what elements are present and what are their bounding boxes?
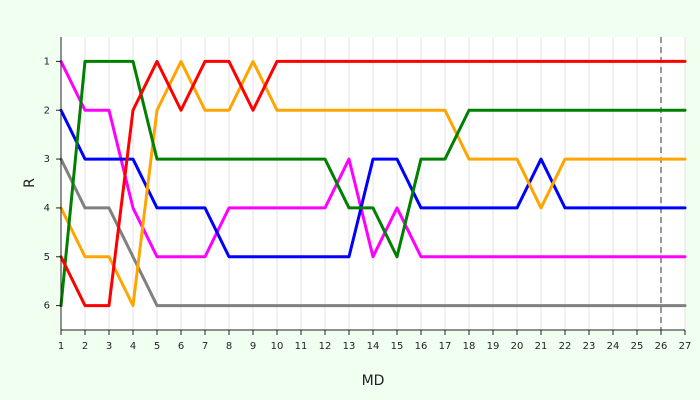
y-axis-title: R — [22, 178, 38, 188]
x-tick-label-24: 24 — [607, 341, 620, 352]
x-tick-label-27: 27 — [679, 341, 692, 352]
x-tick-label-20: 20 — [511, 341, 524, 352]
y-tick-label-2: 2 — [44, 105, 50, 116]
x-tick-label-21: 21 — [535, 341, 548, 352]
y-tick-label-1: 1 — [44, 56, 50, 67]
x-tick-label-10: 10 — [271, 341, 284, 352]
x-tick-label-22: 22 — [559, 341, 572, 352]
x-tick-label-23: 23 — [583, 341, 596, 352]
x-tick-label-11: 11 — [295, 341, 308, 352]
series-line-6 — [59, 59, 687, 308]
x-tick-label-13: 13 — [343, 341, 356, 352]
x-tick-label-25: 25 — [631, 341, 644, 352]
x-tick-label-8: 8 — [226, 341, 232, 352]
series-line-1 — [59, 157, 687, 308]
x-tick-label-5: 5 — [154, 341, 160, 352]
series-line-2 — [59, 59, 687, 259]
x-tick-label-16: 16 — [415, 341, 428, 352]
y-tick-label-6: 6 — [44, 301, 50, 312]
y-tick-label-3: 3 — [44, 154, 50, 165]
y-tick-labels: 1 2 3 4 5 6 — [44, 56, 61, 312]
x-tick-label-18: 18 — [463, 341, 476, 352]
x-tick-label-14: 14 — [367, 341, 380, 352]
x-tick-label-17: 17 — [439, 341, 452, 352]
series-line-3 — [59, 108, 687, 259]
x-tick-label-3: 3 — [106, 341, 112, 352]
series-layer — [59, 59, 687, 308]
y-tick-label-4: 4 — [44, 203, 50, 214]
x-tick-labels: 1 2 3 4 5 6 7 8 9 10 11 12 13 14 15 16 17 18 19 20 21 22 23 24 2… — [58, 330, 692, 352]
x-tick-label-2: 2 — [82, 341, 88, 352]
x-tick-label-7: 7 — [202, 341, 208, 352]
x-tick-label-9: 9 — [250, 341, 256, 352]
x-tick-label-6: 6 — [178, 341, 184, 352]
y-tick-label-5: 5 — [44, 252, 50, 263]
x-tick-label-19: 19 — [487, 341, 500, 352]
x-tick-label-12: 12 — [319, 341, 332, 352]
x-tick-label-15: 15 — [391, 341, 404, 352]
series-line-5 — [59, 59, 687, 308]
series-line-4 — [59, 59, 687, 308]
x-tick-label-4: 4 — [130, 341, 136, 352]
x-tick-label-26: 26 — [655, 341, 668, 352]
x-axis-title: MD — [362, 373, 385, 389]
x-tick-label-1: 1 — [58, 341, 64, 352]
